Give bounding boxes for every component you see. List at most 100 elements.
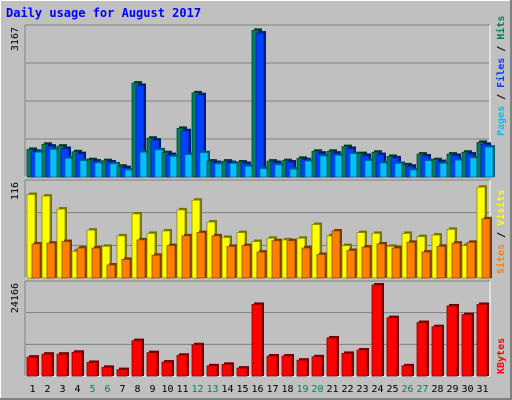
x-tick-label-day-2: 2 xyxy=(44,384,50,395)
x-tick-label-day-7: 7 xyxy=(119,384,125,395)
legend-top-panel: Pages / Files / Hits xyxy=(495,16,507,136)
bar-sites-day-12 xyxy=(196,232,206,279)
bar-kbytes-day-27 xyxy=(416,322,428,377)
bar-sites-day-22 xyxy=(346,250,356,279)
bar-kbytes-day-31 xyxy=(476,304,488,377)
x-tick-label-day-13: 13 xyxy=(206,384,218,395)
bar-sites-day-30 xyxy=(466,241,476,279)
bar-sites-day-18 xyxy=(286,240,296,279)
bar-sites-day-21 xyxy=(331,230,341,279)
bar-sites-day-4 xyxy=(76,247,86,279)
bar-kbytes-day-19 xyxy=(296,359,308,377)
legend-bottom-panel: KBytes xyxy=(496,338,507,374)
x-tick-label-day-3: 3 xyxy=(59,384,65,395)
x-tick-label-day-19: 19 xyxy=(296,384,308,395)
bar-sites-day-7 xyxy=(121,258,131,279)
bar-sites-day-27 xyxy=(421,251,431,279)
bar-kbytes-day-29 xyxy=(446,305,458,377)
bar-sites-day-10 xyxy=(166,245,176,279)
legend-visits: Visits xyxy=(495,190,507,226)
bar-sites-day-25 xyxy=(391,247,401,279)
x-tick-label-day-25: 25 xyxy=(386,384,398,395)
bar-sites-day-28 xyxy=(436,245,446,279)
x-tick-label-day-15: 15 xyxy=(236,384,248,395)
x-tick-label-day-18: 18 xyxy=(281,384,293,395)
bar-sites-day-11 xyxy=(181,235,191,279)
x-tick-label-day-9: 9 xyxy=(149,384,155,395)
panel-max-label: 116 xyxy=(10,182,21,200)
bar-sites-day-23 xyxy=(361,246,371,279)
x-tick-label-day-30: 30 xyxy=(461,384,473,395)
bar-visits-day-6 xyxy=(101,245,111,279)
bar-sites-day-19 xyxy=(301,247,311,279)
x-tick-label-day-4: 4 xyxy=(74,384,80,395)
bar-sites-day-16 xyxy=(256,251,266,279)
x-tick-label-day-29: 29 xyxy=(446,384,458,395)
x-tick-label-day-21: 21 xyxy=(326,384,338,395)
bar-kbytes-day-6 xyxy=(101,366,113,377)
x-tick-label-day-14: 14 xyxy=(221,384,233,395)
bar-sites-day-2 xyxy=(46,242,56,279)
bar-sites-day-17 xyxy=(271,240,281,279)
x-tick-label-day-11: 11 xyxy=(176,384,188,395)
bar-kbytes-day-16 xyxy=(251,304,263,377)
bar-kbytes-day-3 xyxy=(56,353,68,377)
legend-separator: / xyxy=(496,40,507,58)
bar-kbytes-day-2 xyxy=(41,353,53,377)
bar-kbytes-day-8 xyxy=(131,340,143,377)
legend-pages: Pages xyxy=(496,106,507,136)
bar-kbytes-day-20 xyxy=(311,356,323,377)
x-tick-label-day-23: 23 xyxy=(356,384,368,395)
legend-middle-panel: Sites / Visits xyxy=(495,190,507,274)
bar-sites-day-24 xyxy=(376,243,386,279)
x-tick-label-day-1: 1 xyxy=(29,384,35,395)
legend-hits: Hits xyxy=(495,16,507,40)
bar-kbytes-day-24 xyxy=(371,284,383,377)
bar-kbytes-day-10 xyxy=(161,361,173,377)
bar-kbytes-day-28 xyxy=(431,326,443,377)
bar-sites-day-5 xyxy=(91,247,101,279)
chart-title: Daily usage for August 2017 xyxy=(6,6,201,20)
legend-separator: / xyxy=(496,88,507,106)
legend-separator: / xyxy=(496,226,507,244)
bar-visits-day-1 xyxy=(26,194,36,279)
bar-sites-day-6 xyxy=(106,264,116,279)
bar-kbytes-day-25 xyxy=(386,317,398,377)
bar-kbytes-day-22 xyxy=(341,353,353,377)
x-tick-label-day-31: 31 xyxy=(476,384,488,395)
legend-files: Files xyxy=(495,58,507,88)
bar-kbytes-day-13 xyxy=(206,365,218,377)
bar-kbytes-day-11 xyxy=(176,354,188,377)
x-tick-label-day-17: 17 xyxy=(266,384,278,395)
bar-kbytes-day-7 xyxy=(116,369,128,377)
bar-kbytes-day-9 xyxy=(146,352,158,377)
bar-sites-day-15 xyxy=(241,245,251,279)
bar-sites-day-31 xyxy=(481,218,491,279)
bar-sites-day-14 xyxy=(226,245,236,279)
legend-kbytes: KBytes xyxy=(496,338,507,374)
x-tick-label-day-16: 16 xyxy=(251,384,263,395)
bar-kbytes-day-17 xyxy=(266,355,278,377)
bar-kbytes-day-14 xyxy=(221,363,233,377)
x-tick-label-day-24: 24 xyxy=(371,384,383,395)
bar-sites-day-3 xyxy=(61,241,71,279)
x-tick-label-day-22: 22 xyxy=(341,384,353,395)
x-tick-label-day-10: 10 xyxy=(161,384,173,395)
x-tick-label-day-6: 6 xyxy=(104,384,110,395)
x-tick-label-day-12: 12 xyxy=(191,384,203,395)
bar-pages-day-31 xyxy=(484,146,494,178)
bar-visits-day-2 xyxy=(41,195,51,279)
bar-kbytes-day-21 xyxy=(326,337,338,377)
bar-kbytes-day-26 xyxy=(401,365,413,377)
bar-sites-day-9 xyxy=(151,254,161,279)
panel-max-label: 24166 xyxy=(10,283,21,313)
x-tick-label-day-5: 5 xyxy=(89,384,95,395)
bar-visits-day-7 xyxy=(116,235,126,279)
panel-max-label: 3167 xyxy=(10,27,21,51)
bar-sites-day-8 xyxy=(136,239,146,279)
bar-files-day-16 xyxy=(255,32,265,178)
bar-kbytes-day-5 xyxy=(86,362,98,377)
bar-kbytes-day-23 xyxy=(356,349,368,377)
